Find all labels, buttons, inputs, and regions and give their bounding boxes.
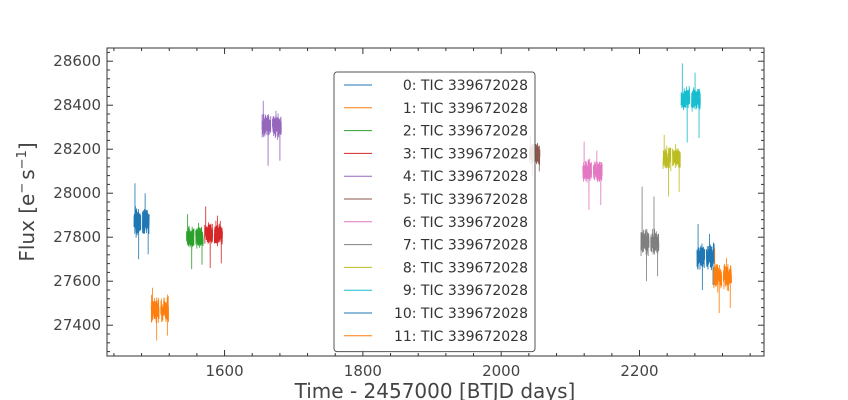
series-10-segment-0-1	[705, 233, 715, 286]
legend-label-11: 11: TIC 339672028	[394, 329, 528, 345]
legend-label-6: 6: TIC 339672028	[403, 215, 528, 231]
legend: 0: TIC 339672028 1: TIC 339672028 2: TIC 3…	[333, 71, 536, 353]
series-3	[204, 206, 223, 269]
series-2	[186, 214, 204, 270]
series-11-segment-0-0	[713, 248, 723, 314]
series-0	[133, 183, 150, 260]
series-1-segment-0-0	[150, 287, 160, 341]
series-4-segment-0-1	[272, 110, 282, 161]
series-2-segment-0-0	[186, 214, 195, 270]
series-6-segment-0-0	[582, 141, 593, 210]
legend-label-1: 1: TIC 339672028	[403, 101, 528, 117]
series-7-segment-0-1	[650, 196, 660, 277]
legend-box	[333, 71, 536, 353]
y-tick-label-28600: 28600	[53, 52, 101, 70]
series-1-segment-0-1	[160, 294, 169, 336]
x-tick-label-1600: 1600	[205, 362, 243, 380]
series-4-segment-0-0	[261, 100, 272, 166]
series-11	[713, 248, 732, 314]
y-axis-label-mid: s	[15, 169, 39, 179]
y-axis-label: Flux [e− s−1]	[15, 142, 39, 261]
series-4	[261, 100, 282, 166]
y-axis-label-end: ]	[15, 142, 39, 150]
y-tick-label-28200: 28200	[53, 140, 101, 158]
legend-label-7: 7: TIC 339672028	[403, 238, 528, 254]
series-9-segment-0-0	[680, 63, 691, 143]
y-axis-label-sup2: −1	[15, 150, 30, 169]
series-3-segment-0-1	[213, 215, 223, 264]
legend-label-2: 2: TIC 339672028	[403, 124, 528, 140]
series-11-segment-0-1	[722, 258, 732, 309]
legend-label-5: 5: TIC 339672028	[403, 192, 528, 208]
x-tick-label-1800: 1800	[344, 362, 382, 380]
legend-label-9: 9: TIC 339672028	[403, 283, 528, 299]
y-tick-label-27600: 27600	[53, 272, 101, 290]
y-axis-label-base: Flux [e	[15, 194, 39, 262]
y-tick-label-27400: 27400	[53, 316, 101, 334]
series-6	[582, 141, 603, 210]
y-tick-label-27800: 27800	[53, 228, 101, 246]
series-8-segment-0-0	[662, 134, 672, 197]
x-axis-label: Time - 2457000 [BTJD days]	[294, 379, 576, 400]
series-9	[680, 63, 701, 143]
legend-label-3: 3: TIC 339672028	[403, 146, 528, 162]
legend-label-4: 4: TIC 339672028	[403, 169, 528, 185]
series-7	[640, 186, 660, 282]
series-10-segment-0-0	[696, 223, 706, 291]
y-tick-label-28400: 28400	[53, 96, 101, 114]
legend-label-0: 0: TIC 339672028	[403, 78, 528, 94]
series-8	[662, 134, 681, 197]
x-tick-label-2200: 2200	[620, 362, 658, 380]
y-tick-label-28000: 28000	[53, 184, 101, 202]
series-1	[150, 287, 169, 341]
series-6-segment-0-1	[592, 150, 603, 206]
series-2-segment-0-1	[195, 222, 204, 265]
legend-label-8: 8: TIC 339672028	[403, 260, 528, 276]
series-8-segment-0-1	[672, 144, 681, 192]
series-10	[696, 223, 715, 291]
series-9-segment-0-1	[691, 72, 701, 138]
tick-layer: 1600 1800 2000 2200 27400 27600 27800 28000 2820…	[53, 48, 764, 380]
y-axis-label-sup1: −	[15, 183, 30, 194]
x-tick-label-2000: 2000	[482, 362, 520, 380]
series-0-segment-0-1	[142, 193, 150, 255]
series-7-segment-0-0	[640, 186, 650, 282]
legend-label-10: 10: TIC 339672028	[394, 306, 528, 322]
series-5-segment-0-1	[535, 142, 541, 172]
series-3-segment-0-0	[204, 206, 214, 269]
series-0-segment-0-0	[133, 183, 142, 260]
